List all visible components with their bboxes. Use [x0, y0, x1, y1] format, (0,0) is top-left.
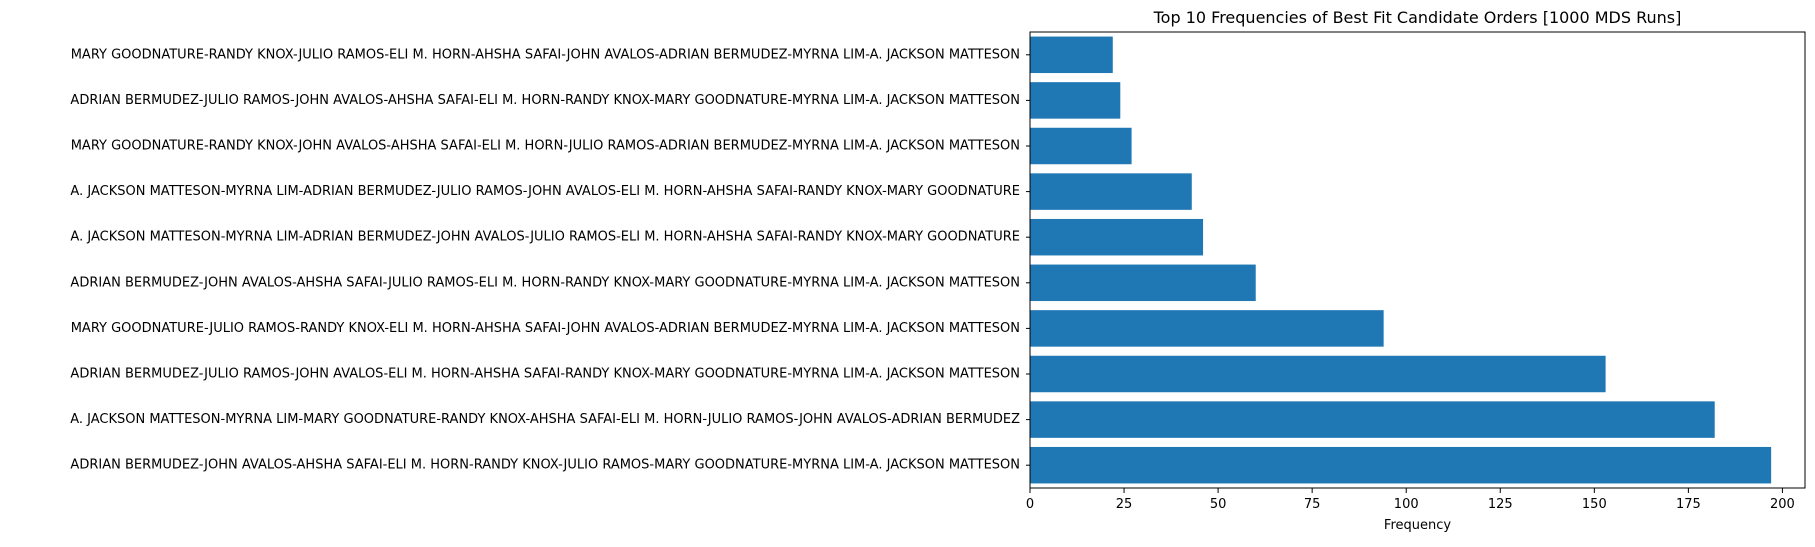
y-tick-label: MARY GOODNATURE-RANDY KNOX-JOHN AVALOS-A… [71, 139, 1020, 154]
y-axis: ADRIAN BERMUDEZ-JOHN AVALOS-AHSHA SAFAI-… [70, 47, 1030, 473]
y-tick-label: MARY GOODNATURE-JULIO RAMOS-RANDY KNOX-E… [71, 321, 1020, 336]
bar [1030, 401, 1715, 438]
x-tick-label: 150 [1582, 497, 1607, 512]
x-tick-label: 125 [1488, 497, 1513, 512]
y-tick-label: ADRIAN BERMUDEZ-JULIO RAMOS-JOHN AVALOS-… [70, 93, 1020, 108]
y-tick-label: ADRIAN BERMUDEZ-JOHN AVALOS-AHSHA SAFAI-… [70, 275, 1020, 290]
bar [1030, 36, 1113, 74]
bar [1030, 127, 1132, 165]
x-tick-label: 100 [1394, 497, 1419, 512]
bar [1030, 173, 1192, 210]
y-tick-label: A. JACKSON MATTESON-MYRNA LIM-ADRIAN BER… [70, 230, 1020, 245]
x-tick-label: 200 [1770, 497, 1795, 512]
x-tick-label: 25 [1116, 497, 1133, 512]
bar [1030, 218, 1204, 256]
bar [1030, 446, 1772, 484]
y-tick-label: A. JACKSON MATTESON-MYRNA LIM-MARY GOODN… [70, 412, 1020, 427]
y-tick-label: ADRIAN BERMUDEZ-JOHN AVALOS-AHSHA SAFAI-… [70, 458, 1020, 473]
x-tick-label: 0 [1026, 497, 1034, 512]
x-axis: 0 25 50 75 100 125 150 175 200 [1026, 488, 1795, 512]
x-tick-label: 75 [1304, 497, 1321, 512]
y-tick-label: ADRIAN BERMUDEZ-JULIO RAMOS-JOHN AVALOS-… [70, 367, 1020, 382]
chart-title: Top 10 Frequencies of Best Fit Candidate… [1153, 8, 1682, 27]
bar [1030, 264, 1256, 302]
plot-frame [1029, 31, 1806, 489]
y-tick-label: MARY GOODNATURE-RANDY KNOX-JULIO RAMOS-E… [71, 47, 1020, 62]
y-tick-label: A. JACKSON MATTESON-MYRNA LIM-ADRIAN BER… [70, 184, 1020, 199]
x-axis-label: Frequency [1384, 518, 1451, 533]
bar [1030, 310, 1384, 347]
x-tick-label: 50 [1210, 497, 1227, 512]
bars-layer [1030, 36, 1772, 484]
x-tick-label: 175 [1676, 497, 1701, 512]
bar [1030, 82, 1121, 119]
bar [1030, 355, 1606, 393]
